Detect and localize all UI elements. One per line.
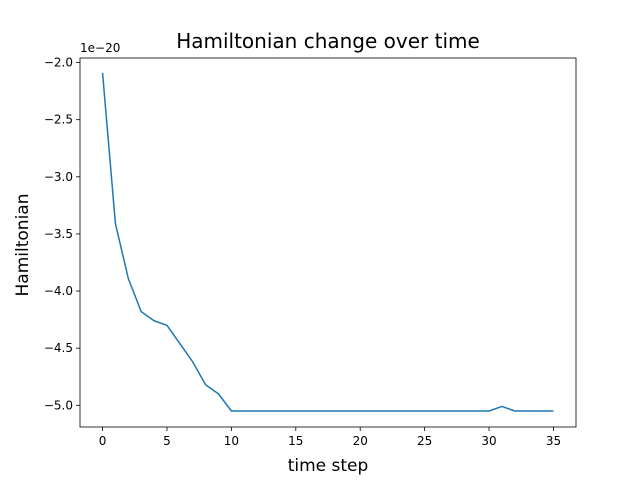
x-tick-label: 35: [546, 434, 561, 448]
y-tick-label: −2.5: [44, 113, 73, 127]
axes-frame: [79, 57, 577, 428]
x-tick-label: 0: [99, 434, 107, 448]
x-tick-label: 5: [163, 434, 171, 448]
y-tick-label: −4.5: [44, 341, 73, 355]
y-tick-label: −5.0: [44, 398, 73, 412]
y-tick-label: −4.0: [44, 284, 73, 298]
y-tick-label: −3.0: [44, 170, 73, 184]
y-tick-label: −3.5: [44, 227, 73, 241]
y-tick-label: −2.0: [44, 56, 73, 70]
y-axis-label: Hamiltonian: [13, 194, 33, 297]
x-tick-label: 30: [481, 434, 496, 448]
x-axis-label: time step: [288, 456, 369, 476]
y-axis-offset-text: 1e−20: [80, 41, 120, 55]
plot-area: 0 5 10 15 20 25 30 35 −2.0 −2.5 −3.0 −3.5 −4.0 −4.5 −5…: [44, 56, 577, 448]
x-tick-label: 20: [353, 434, 368, 448]
x-tick-label: 10: [224, 434, 239, 448]
chart-title: Hamiltonian change over time: [176, 29, 480, 53]
series-line-0: [101, 72, 554, 412]
x-tick-label: 25: [417, 434, 432, 448]
x-tick-label: 15: [288, 434, 303, 448]
